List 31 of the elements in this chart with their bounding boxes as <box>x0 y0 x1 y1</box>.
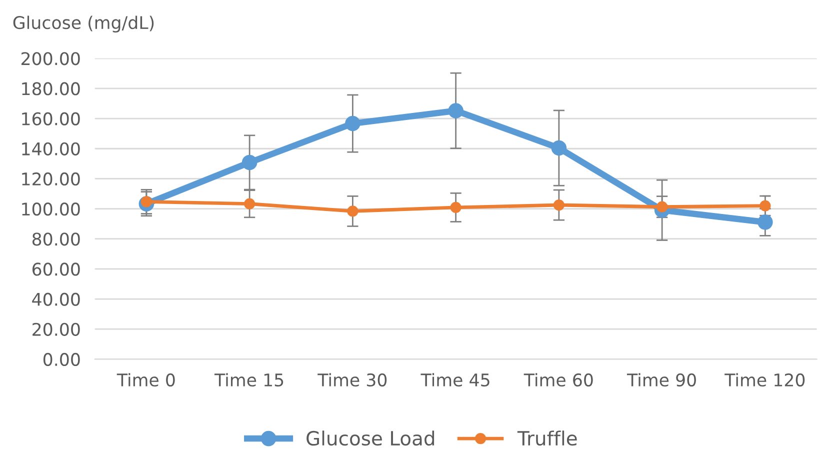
point <box>448 103 464 118</box>
point <box>345 116 360 132</box>
point <box>553 199 564 211</box>
y-tick-label: 200.00 <box>22 52 80 66</box>
y-tick-label: 180.00 <box>22 82 80 96</box>
y-axis-title: Glucose (mg/dL) <box>13 16 154 33</box>
y-tick-label: 120.00 <box>22 172 80 186</box>
y-tick-label: 140.00 <box>22 142 80 156</box>
y-tick-label: 60.00 <box>32 262 80 276</box>
point <box>347 206 358 217</box>
legend-label: Truffle <box>517 430 577 446</box>
x-tick-label: Time 30 <box>318 373 387 387</box>
point <box>450 202 462 213</box>
x-tick-label: Time 15 <box>214 373 284 387</box>
y-tick-label: 80.00 <box>32 232 80 246</box>
y-tick-label: 20.00 <box>32 322 80 336</box>
x-tick-label: Time 120 <box>724 373 805 387</box>
x-tick-label: Time 60 <box>524 373 593 387</box>
y-tick-label: 40.00 <box>32 292 80 306</box>
point <box>551 140 567 156</box>
point <box>242 154 258 170</box>
legend-label: Glucose Load <box>306 430 434 446</box>
x-tick-label: Time 0 <box>116 373 175 387</box>
y-tick-label: 160.00 <box>22 112 80 126</box>
y-tick-label: 100.00 <box>22 202 80 216</box>
point <box>760 200 771 212</box>
point <box>758 214 773 230</box>
x-tick-label: Time 45 <box>420 373 490 387</box>
x-tick-label: Time 90 <box>626 373 696 387</box>
point <box>244 198 256 210</box>
y-tick-label: 0.00 <box>43 352 80 366</box>
